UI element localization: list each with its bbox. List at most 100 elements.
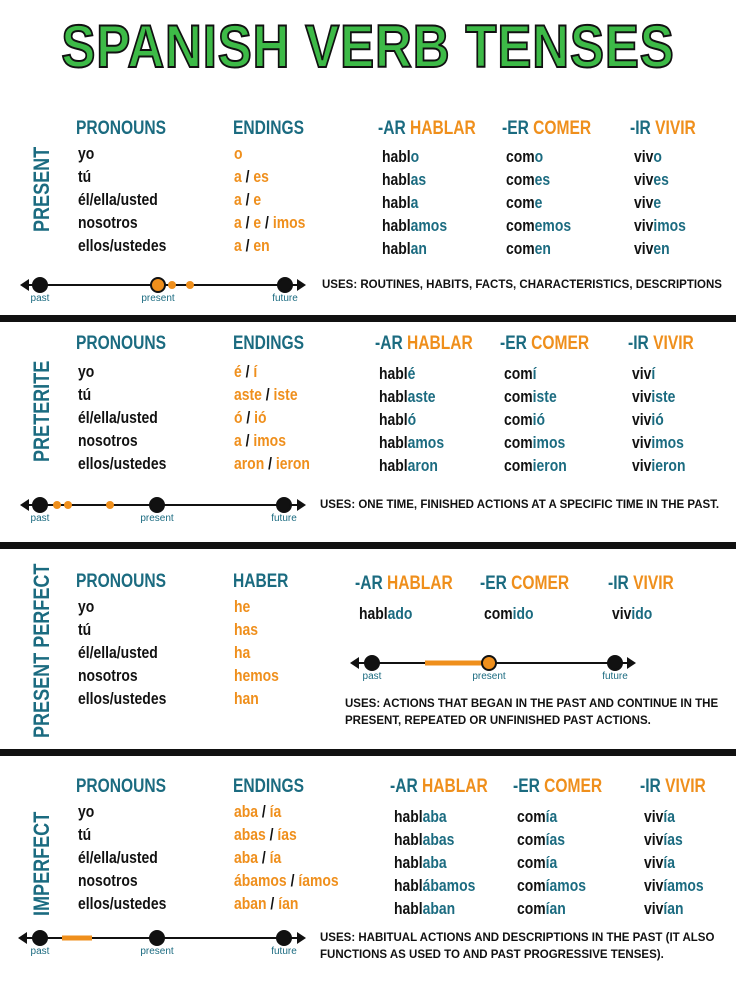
verb-form: vivimos (634, 214, 686, 237)
stem: viv (634, 216, 654, 235)
verb-form: habla (382, 191, 418, 214)
ending-part: e (253, 213, 262, 232)
ending-part: e (253, 190, 262, 209)
verb-name: HABLAR (407, 333, 473, 354)
ending-part: aba (234, 802, 259, 821)
stem: viv (632, 433, 652, 452)
stem: habl (394, 853, 423, 872)
stem: viv (632, 456, 652, 475)
divider (0, 542, 736, 549)
uses: USES: ROUTINES, HABITS, FACTS, CHARACTER… (322, 279, 722, 291)
stem: com (504, 410, 533, 429)
section-label: PRETERITE (29, 360, 54, 462)
separator: / (245, 236, 250, 255)
ending: has (234, 618, 258, 641)
ending: ía (545, 807, 558, 826)
ending-part: ía (269, 848, 282, 867)
ending: aste (407, 387, 436, 406)
pronoun: ellos/ustedes (78, 454, 167, 473)
timeline-point (32, 930, 48, 946)
stem: com (504, 456, 533, 475)
verb-name: COMER (511, 573, 570, 594)
pronoun: nosotros (78, 666, 138, 685)
verb-name: VIVIR (633, 573, 674, 594)
verb-header: -IR VIVIR (630, 117, 696, 140)
pronouns-header: PRONOUNS (76, 776, 167, 797)
timeline-dot (53, 501, 61, 509)
arrow (18, 932, 27, 944)
stem: com (517, 830, 546, 849)
stem: viv (644, 876, 664, 895)
verb-form: comido (484, 602, 534, 625)
ending: a / e (234, 188, 261, 211)
timeline-label: present (141, 293, 175, 304)
verb-form: comimos (504, 431, 565, 454)
uses: USES: ACTIONS THAT BEGAN IN THE PAST AND… (345, 698, 719, 727)
ending: a (410, 193, 419, 212)
pronoun: ellos/ustedes (78, 894, 167, 913)
pronoun: él/ella/usted (78, 643, 158, 662)
ending: iste (532, 387, 557, 406)
verb-form: vivido (612, 602, 652, 625)
stem: com (517, 876, 546, 895)
separator: / (245, 213, 250, 232)
timeline-point (607, 655, 623, 671)
pronoun: tú (78, 825, 92, 844)
stem: viv (644, 807, 664, 826)
separator: / (268, 454, 272, 473)
ending: amos (410, 216, 448, 235)
ending: a / es (234, 165, 269, 188)
timeline-dot (106, 501, 114, 509)
pronoun: él/ella/usted (78, 408, 158, 427)
ending-part: aban (234, 894, 267, 913)
stem: habl (382, 239, 411, 258)
pronoun: él/ella/usted (78, 190, 158, 209)
endings-header: ENDINGS (233, 333, 304, 354)
timeline-point (149, 497, 165, 513)
verb-form: comió (504, 408, 545, 431)
arrow (20, 279, 29, 291)
ending: abas (422, 830, 455, 849)
endings-header: ENDINGS (233, 118, 304, 139)
verb-form: vives (634, 168, 669, 191)
timeline-dot (186, 281, 194, 289)
verb-form: vive (634, 191, 661, 214)
arrow (297, 932, 306, 944)
timeline-point (32, 497, 48, 513)
ending: ió (651, 410, 664, 429)
verb-form: comíamos (517, 874, 586, 897)
ending: o (653, 147, 662, 166)
verb-header: -IR VIVIR (628, 332, 694, 355)
verb-form: hablaba (394, 851, 447, 874)
ending: en (534, 239, 551, 258)
ending: imos (532, 433, 566, 452)
ending: ábamos / íamos (234, 869, 339, 892)
ending: en (653, 239, 670, 258)
ending-part: íamos (298, 871, 339, 890)
verb-header: -IR VIVIR (640, 775, 706, 798)
ending: e (653, 193, 662, 212)
ending-part: es (253, 167, 269, 186)
verb-prefix: -AR (355, 573, 383, 594)
ending-part: has (234, 620, 259, 639)
ending-part: a (234, 213, 242, 232)
stem: com (506, 170, 535, 189)
stem: viv (612, 604, 632, 623)
ending-part: ía (269, 802, 282, 821)
verb-form: hablas (382, 168, 426, 191)
ending-part: a (234, 167, 242, 186)
verb-form: hablaste (379, 385, 436, 408)
ending: íamos (545, 876, 586, 895)
timeline-label: future (602, 671, 628, 682)
ending: a / e / imos (234, 211, 305, 234)
stem: viv (644, 899, 664, 918)
verb-name: HABLAR (422, 776, 488, 797)
verb-header: -ER COMER (480, 572, 569, 595)
ending-part: ábamos (234, 871, 287, 890)
stem: habl (379, 456, 408, 475)
ending: e (534, 193, 543, 212)
ending: ó (407, 410, 417, 429)
ending: aste / iste (234, 383, 298, 406)
ending-part: aron (234, 454, 265, 473)
